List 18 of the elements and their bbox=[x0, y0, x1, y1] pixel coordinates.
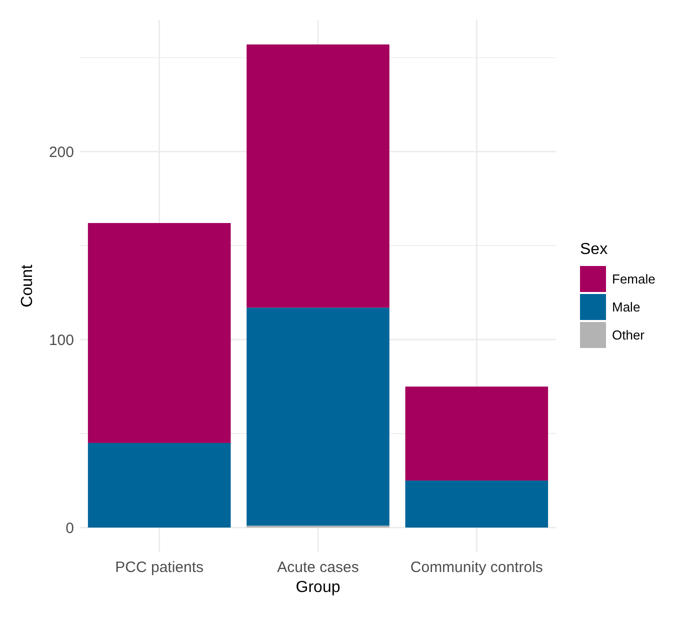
bar bbox=[246, 308, 390, 526]
legend-label: Female bbox=[612, 272, 656, 287]
y-tick-label: 100 bbox=[48, 332, 74, 349]
bar bbox=[246, 44, 390, 308]
legend-label: Other bbox=[612, 328, 646, 343]
legend-label: Male bbox=[612, 300, 640, 315]
bar bbox=[405, 480, 548, 528]
x-tick-label: Acute cases bbox=[277, 559, 359, 576]
x-tick-label: PCC patients bbox=[115, 559, 204, 576]
y-tick-label: 200 bbox=[48, 144, 74, 161]
bar bbox=[88, 442, 231, 528]
bar bbox=[405, 386, 548, 481]
x-tick-label: Community controls bbox=[410, 559, 543, 576]
y-axis-title: Count bbox=[19, 264, 36, 308]
x-axis-title: Group bbox=[296, 579, 340, 596]
legend-title: Sex bbox=[580, 241, 608, 258]
y-tick-label: 0 bbox=[66, 520, 74, 537]
bar bbox=[88, 223, 231, 443]
